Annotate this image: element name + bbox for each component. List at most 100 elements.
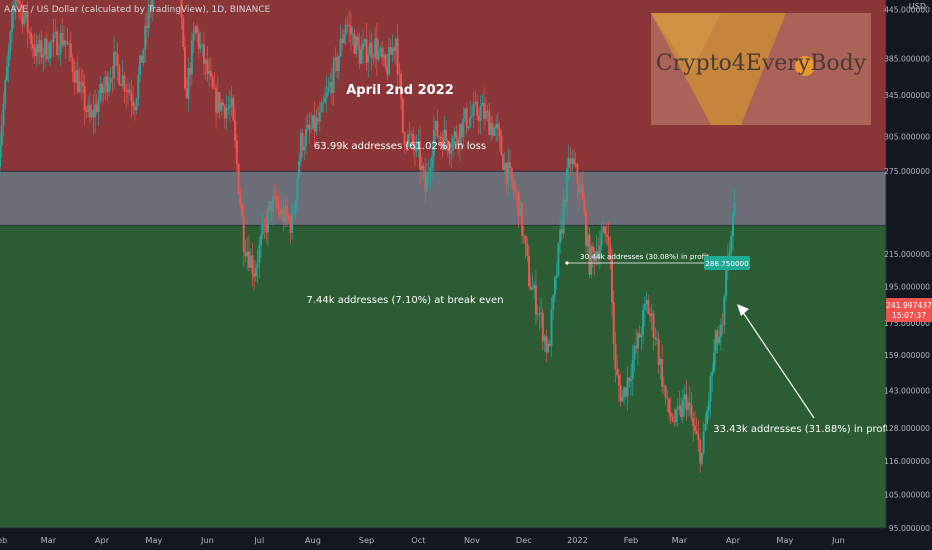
candle-body — [631, 359, 634, 380]
candle-body — [149, 7, 152, 10]
candle-body — [514, 189, 517, 192]
candle-body — [215, 88, 218, 113]
price-tick-label: 159.000000 — [884, 351, 930, 360]
logo-text: Crypto4EveryBody — [655, 51, 867, 76]
candle-body — [306, 124, 309, 130]
candle-body — [270, 201, 273, 212]
candle-body — [242, 216, 245, 253]
candle-body — [336, 56, 339, 71]
candle-body — [635, 345, 638, 349]
candle-body — [294, 200, 297, 212]
candle-body — [83, 86, 86, 111]
candle-body — [419, 140, 422, 170]
symbol-header[interactable]: AAVE / US Dollar (calculated by TradingV… — [4, 5, 271, 15]
candle-body — [500, 135, 503, 155]
candle-body — [23, 17, 26, 25]
candle-body — [121, 75, 124, 86]
candle-body — [560, 229, 563, 234]
candle-body — [571, 158, 574, 164]
candle-body — [303, 146, 306, 151]
candle-body — [125, 91, 128, 93]
candle-body — [329, 82, 332, 87]
candle-body — [590, 246, 593, 275]
candle-body — [339, 38, 342, 57]
crypto4everybody-logo: Crypto4EveryBody — [651, 13, 871, 125]
candle-body — [605, 234, 608, 238]
candle-body — [555, 275, 558, 278]
candle-body — [344, 24, 347, 35]
price-tick-label: 215.000000 — [884, 250, 930, 259]
candle-body — [244, 252, 247, 257]
high-price-label: 288.750000 — [705, 259, 749, 268]
candle-body — [687, 402, 690, 410]
candle-body — [674, 410, 677, 422]
time-tick-label: May — [145, 535, 162, 545]
candle-body — [135, 98, 138, 111]
candle-body — [71, 57, 74, 73]
candle-body — [619, 385, 622, 402]
candle-body — [5, 66, 8, 81]
candle-body — [301, 133, 304, 151]
candle-body — [277, 206, 280, 210]
candle-body — [227, 107, 230, 109]
price-tick-label: 345.000000 — [884, 91, 930, 100]
candle-body — [43, 38, 46, 55]
candle-body — [405, 144, 408, 147]
candle-body — [118, 66, 121, 85]
candle-body — [692, 418, 695, 426]
candle-body — [588, 234, 591, 275]
candle-body — [643, 303, 646, 311]
price-axis[interactable]: 445.000000 385.000000 345.000000 305.000000… — [884, 0, 932, 550]
candle-body — [721, 324, 724, 326]
candle-body — [417, 140, 420, 142]
candle-body — [700, 452, 703, 464]
candle-body — [598, 245, 601, 258]
candle-body — [617, 375, 620, 386]
candle-body — [197, 32, 200, 49]
candle-body — [133, 106, 136, 111]
time-tick-label: Jun — [200, 535, 214, 545]
candle-body — [503, 163, 506, 170]
candle-body — [616, 369, 619, 376]
candle-body — [64, 40, 67, 44]
candle-body — [543, 336, 546, 342]
candles — [0, 0, 736, 474]
candle-body — [591, 246, 594, 252]
time-tick-label: Jul — [253, 535, 264, 545]
candle-body — [460, 124, 463, 138]
time-axis: Feb Mar Apr May Jun Jul Aug Sep Oct Nov Dec 2022 Feb… — [0, 527, 886, 545]
candle-body — [515, 191, 518, 193]
candle-body — [261, 224, 264, 235]
candle-body — [37, 44, 40, 53]
candle-body — [182, 17, 185, 48]
candle-body — [521, 203, 524, 236]
candle-body — [50, 42, 53, 43]
candle-body — [481, 103, 484, 107]
candle-body — [576, 164, 579, 184]
candle-body — [372, 57, 375, 59]
candle-body — [408, 134, 411, 136]
candle-body — [630, 379, 633, 382]
candle-body — [263, 224, 266, 225]
candle-body — [732, 214, 734, 237]
candle-body — [614, 343, 617, 370]
candle-body — [87, 104, 90, 113]
candle-body — [111, 78, 114, 79]
candle-body — [528, 255, 531, 287]
candle-body — [222, 102, 225, 106]
candle-body — [19, 3, 22, 6]
candle-body — [318, 112, 321, 122]
candle-body — [241, 205, 244, 217]
candle-body — [662, 385, 665, 387]
annotations: April 2nd 2022 63.99k addresses (61.02%) … — [306, 83, 892, 435]
price-tick-label: 105.000000 — [884, 490, 930, 499]
candle-body — [24, 11, 27, 18]
candle-body — [298, 161, 301, 179]
price-tick-label: 143.000000 — [884, 387, 930, 396]
candle-body — [360, 49, 363, 64]
candle-body — [95, 104, 98, 113]
candle-body — [304, 129, 307, 147]
candle-body — [495, 123, 498, 128]
candle-body — [49, 42, 52, 59]
candle-body — [645, 299, 648, 304]
